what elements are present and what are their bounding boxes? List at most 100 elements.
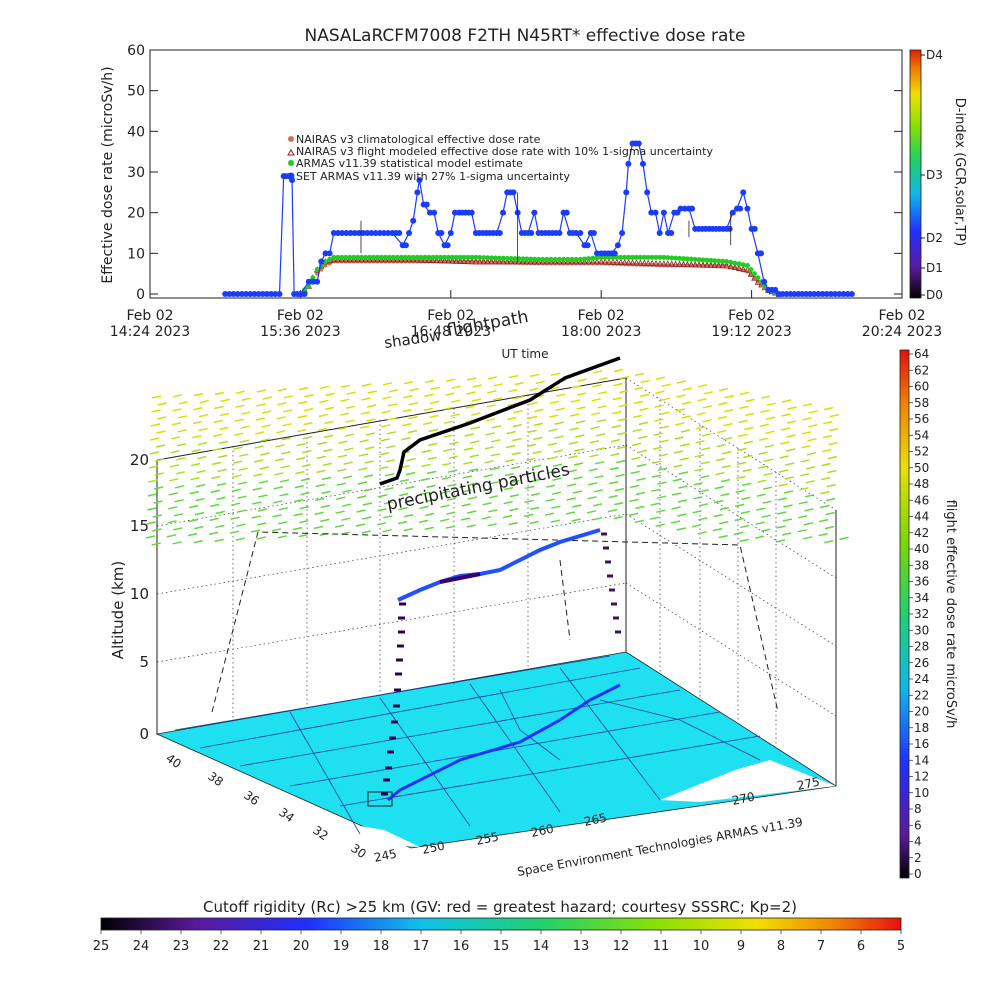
precip-dash [445,392,455,396]
data-point [305,278,312,285]
data-point [815,291,822,297]
precip-dash [450,399,461,403]
precip-dash [615,459,626,464]
y-tick-label: 60 [127,43,145,59]
precip-dash [236,509,247,513]
data-point [672,260,679,267]
colorbar-tick-label: 64 [914,347,929,361]
precip-dash [820,476,831,481]
y-tick-label: 50 [127,84,145,100]
precip-dash [489,467,500,471]
precip-dash [547,442,558,446]
data-point [731,263,739,271]
data-point [573,256,579,262]
precip-dash [303,407,314,412]
colorbar-tick-label: 46 [914,493,929,507]
precip-dash [175,471,185,475]
precipitating-particles-layer [145,368,849,546]
precip-dash [344,433,355,437]
data-point [222,291,229,297]
data-point [473,254,479,260]
precip-dash [759,437,769,441]
data-point [431,209,438,216]
data-point [744,263,750,269]
colorbar-tick-label: 10 [914,786,929,800]
precip-dash [358,453,369,457]
precip-dash [235,537,245,541]
precip-dash [712,527,723,532]
precip-dash [526,457,536,462]
precip-dash [532,450,542,455]
data-point [618,262,623,267]
precip-dash [483,474,493,478]
data-point [322,258,328,264]
track-point [395,672,402,676]
data-point [652,259,660,267]
data-point [641,254,647,260]
shadow-descent [559,559,571,641]
precip-dash [760,409,770,413]
cruise-track-low [439,572,481,584]
precip-dash [675,422,685,426]
track-point [601,532,607,536]
precip-dash [359,439,369,443]
longitude-tick-label: 250 [421,838,446,856]
precip-dash [281,451,291,455]
data-point [438,230,445,236]
precip-dash [638,435,648,440]
precip-dash [232,474,242,478]
precip-dash [659,425,670,429]
data-point [598,254,604,260]
flight-path-projection [379,356,621,486]
precip-dash [364,460,374,464]
precip-dash [658,453,668,457]
precip-dash [341,517,351,521]
precip-dash [357,495,367,499]
precip-dash [547,456,557,460]
precip-dash [233,446,243,450]
data-point [772,286,779,293]
data-point [578,261,583,266]
precip-dash [275,444,285,448]
precip-dash [592,384,602,388]
precip-dash [595,447,605,451]
data-point [823,291,830,297]
precip-dash [421,463,431,468]
data-point [380,230,387,236]
precip-dash [399,492,409,497]
precip-dash [797,529,807,533]
precip-dash [466,391,476,395]
colorbar-tick-label: 14 [914,753,929,767]
precip-dash [316,455,327,460]
precip-dash [634,372,645,377]
data-point [601,258,609,265]
precip-dash [189,490,199,495]
data-point [489,255,495,261]
data-point [259,291,266,297]
precip-dash [177,429,187,433]
precip-dash [256,536,266,540]
data-point [622,262,627,267]
top-plot-frame [149,49,903,299]
precip-dash [276,416,286,420]
track-point [396,658,403,662]
data-point [661,254,667,260]
precip-dash [405,485,415,490]
data-point [351,254,357,260]
precip-dash [365,446,375,450]
precip-dash [736,461,747,466]
precip-dash [764,444,775,448]
precip-dash [608,494,618,499]
data-point [437,256,444,264]
precip-dash [340,384,351,388]
precip-dash [271,528,282,532]
data-point [372,230,379,236]
precip-dash [745,398,755,403]
precip-dash [294,498,304,503]
precip-dash [818,532,828,537]
data-point [449,254,455,260]
precip-dash [593,503,603,507]
precip-dash [487,376,498,380]
precip-dash [589,440,600,444]
